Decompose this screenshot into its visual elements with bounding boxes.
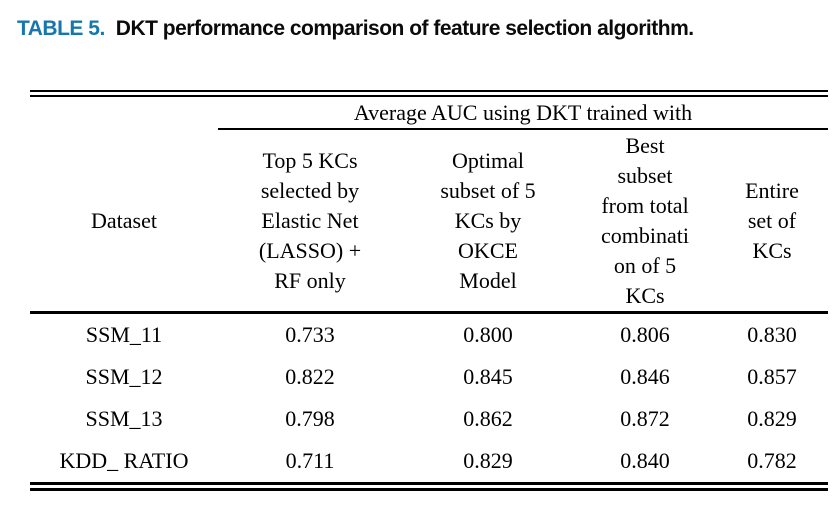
dataset-label: SSM_13 [85,406,163,431]
table-row: SSM_13 0.798 0.862 0.872 0.829 [30,398,828,440]
auc-value: 0.711 [285,448,335,473]
span-header: Average AUC using DKT trained with [218,97,828,130]
results-table: Average AUC using DKT trained with Datas… [30,90,828,491]
table-caption-label: TABLE 5. [17,17,105,40]
span-header-spacer [30,97,218,130]
dataset-label: SSM_11 [85,322,163,347]
table-row: SSM_11 0.733 0.800 0.806 0.830 [30,314,828,356]
auc-value: 0.857 [747,364,797,389]
auc-value: 0.798 [285,406,335,431]
column-header-entire-set: Entire set of KCs [745,177,799,263]
header-row: Dataset Top 5 KCs selected by Elastic Ne… [30,130,828,314]
column-header-okce-subset: Optimal subset of 5 KCs by OKCE Model [440,147,536,293]
table-row: SSM_12 0.822 0.845 0.846 0.857 [30,356,828,398]
auc-value: 0.840 [620,448,670,473]
auc-value: 0.845 [463,364,513,389]
span-header-row: Average AUC using DKT trained with [30,97,828,130]
table-caption: TABLE 5. DKT performance comparison of fe… [17,17,694,41]
column-header-dataset: Dataset [91,207,157,233]
table-top-rule [30,90,828,97]
auc-value: 0.829 [747,406,797,431]
auc-value: 0.822 [285,364,335,389]
column-header-best-subset: Best subset from total combinati on of 5… [601,132,689,308]
dataset-label: KDD_ RATIO [59,448,189,473]
auc-value: 0.830 [747,322,797,347]
auc-value: 0.733 [285,322,335,347]
dataset-label: SSM_12 [85,364,163,389]
auc-value: 0.829 [463,448,513,473]
auc-value: 0.800 [463,322,513,347]
table-row: KDD_ RATIO 0.711 0.829 0.840 0.782 [30,440,828,482]
auc-value: 0.846 [620,364,670,389]
auc-value: 0.806 [620,322,670,347]
auc-value: 0.782 [747,448,797,473]
table-body: SSM_11 0.733 0.800 0.806 0.830 SSM_12 0.… [30,314,828,482]
column-header-top5-elasticnet-rf: Top 5 KCs selected by Elastic Net (LASSO… [258,147,362,293]
table-caption-text: DKT performance comparison of feature se… [115,17,694,40]
table-bottom-rule [30,482,828,491]
auc-value: 0.862 [463,406,513,431]
auc-value: 0.872 [620,406,670,431]
